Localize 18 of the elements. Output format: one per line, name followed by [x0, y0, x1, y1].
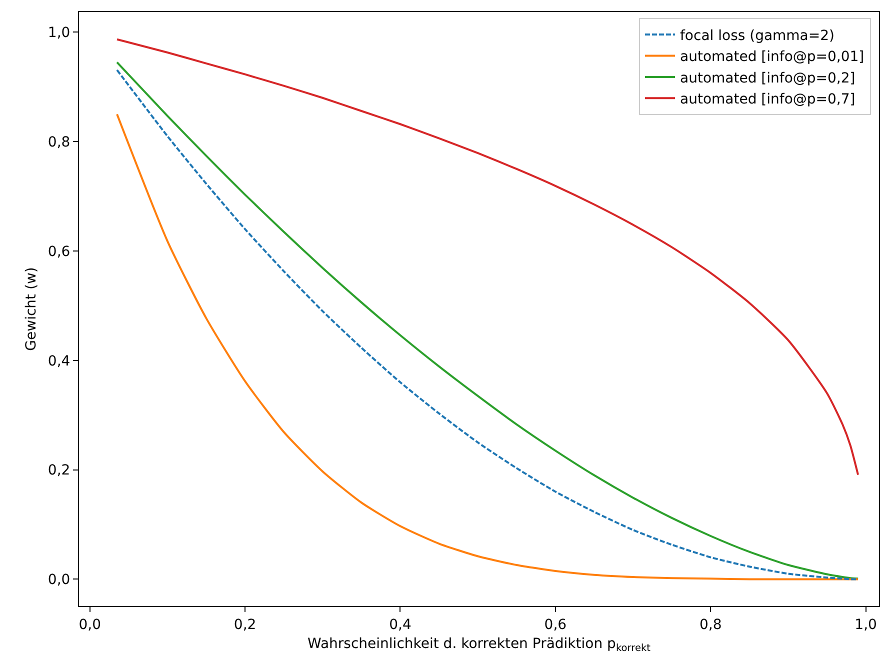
x-tick-label: 0,6 [544, 616, 567, 633]
y-tick-label: 0,0 [48, 572, 70, 588]
y-tick-label: 0,6 [48, 244, 70, 260]
x-tick-label: 0,4 [389, 616, 412, 633]
x-tick-label: 1,0 [854, 616, 877, 633]
y-tick-label: 0,2 [48, 462, 70, 479]
y-tick-label: 0,8 [48, 134, 70, 151]
x-tick-label: 0,8 [699, 616, 722, 633]
x-tick-label: 0,0 [78, 616, 101, 633]
x-axis-title: Wahrscheinlichkeit d. korrekten Prädiktion p$_{korrekt}$ [308, 636, 651, 654]
legend-label: automated [info@p=0,7] [680, 92, 856, 108]
legend-label: automated [info@p=0,01] [680, 49, 864, 66]
legend-label: automated [info@p=0,2] [680, 70, 856, 86]
legend-label: focal loss (gamma=2) [680, 28, 834, 44]
y-tick-label: 1,0 [48, 25, 70, 42]
x-tick-label: 0,2 [234, 616, 256, 633]
y-tick-label: 0,4 [48, 353, 70, 370]
y-axis-title: Gewicht (w) [24, 267, 40, 351]
